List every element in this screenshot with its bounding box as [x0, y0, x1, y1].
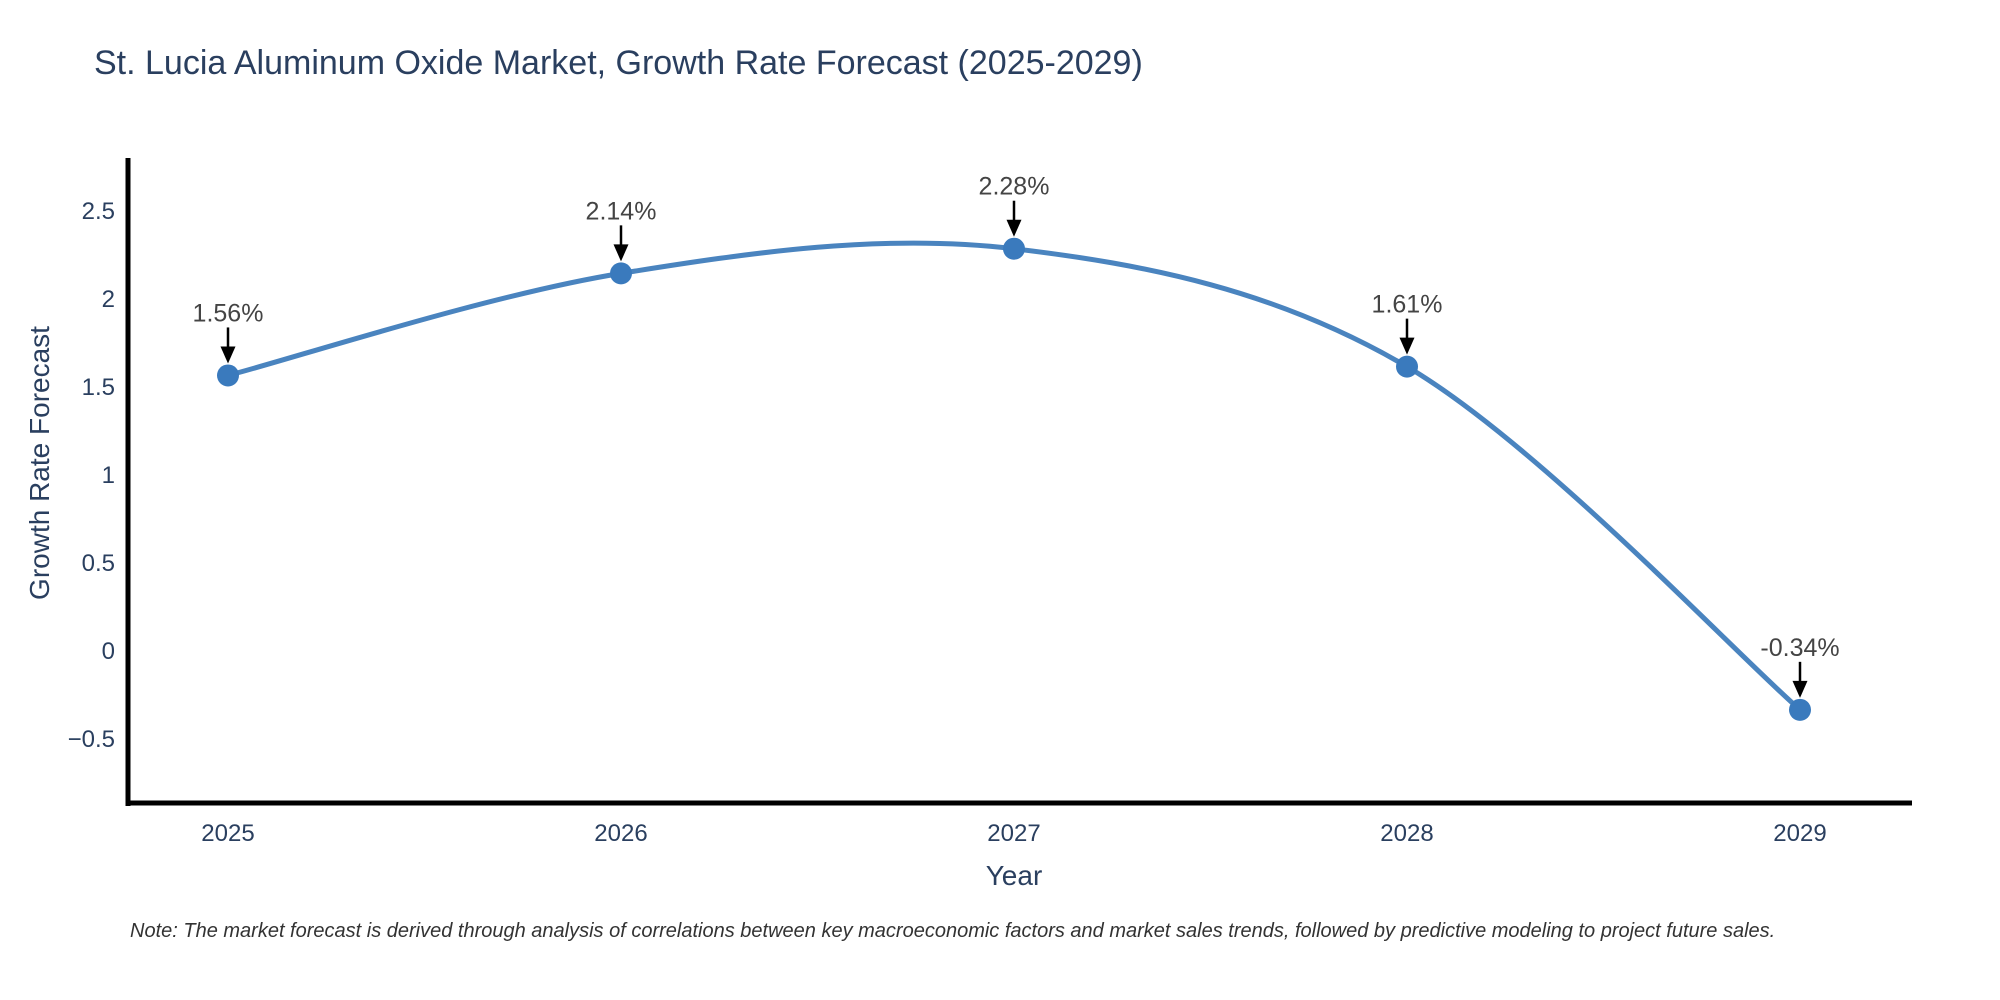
- x-tick-label: 2028: [1380, 820, 1433, 847]
- chart-title: St. Lucia Aluminum Oxide Market, Growth …: [94, 44, 1143, 82]
- annotation-arrowhead: [1399, 337, 1415, 355]
- annotation-label: 1.61%: [1372, 291, 1443, 319]
- forecast-line: [227, 240, 1802, 712]
- data-point-2028[interactable]: [1396, 355, 1418, 378]
- y-tick-label: 2.5: [82, 198, 115, 225]
- y-tick-label: 1: [102, 462, 115, 489]
- annotation-arrowhead: [1792, 680, 1808, 698]
- y-tick-label: −0.5: [68, 726, 115, 753]
- annotation-label: -0.34%: [1760, 634, 1839, 662]
- x-tick-label: 2027: [987, 820, 1040, 847]
- data-point-2026[interactable]: [610, 262, 632, 285]
- annotation-label: 1.56%: [193, 299, 264, 327]
- x-tick-label: 2025: [201, 820, 254, 847]
- x-tick-label: 2026: [594, 820, 647, 847]
- annotation-arrowhead: [613, 244, 629, 262]
- y-tick-label: 0: [102, 638, 115, 665]
- annotation-arrowhead: [220, 346, 236, 364]
- data-point-2025[interactable]: [217, 364, 239, 387]
- annotation-arrowhead: [1006, 219, 1022, 237]
- annotation-label: 2.14%: [586, 197, 657, 225]
- x-tick-label: 2029: [1773, 820, 1826, 847]
- data-point-2029[interactable]: [1789, 698, 1811, 721]
- y-tick-label: 2: [102, 286, 115, 313]
- annotation-label: 2.28%: [979, 173, 1050, 201]
- y-tick-label: 1.5: [82, 374, 115, 401]
- data-point-2027[interactable]: [1003, 237, 1025, 260]
- x-axis-title: Year: [985, 860, 1043, 891]
- y-tick-label: 0.5: [82, 550, 115, 577]
- footnote: Note: The market forecast is derived thr…: [130, 920, 1776, 942]
